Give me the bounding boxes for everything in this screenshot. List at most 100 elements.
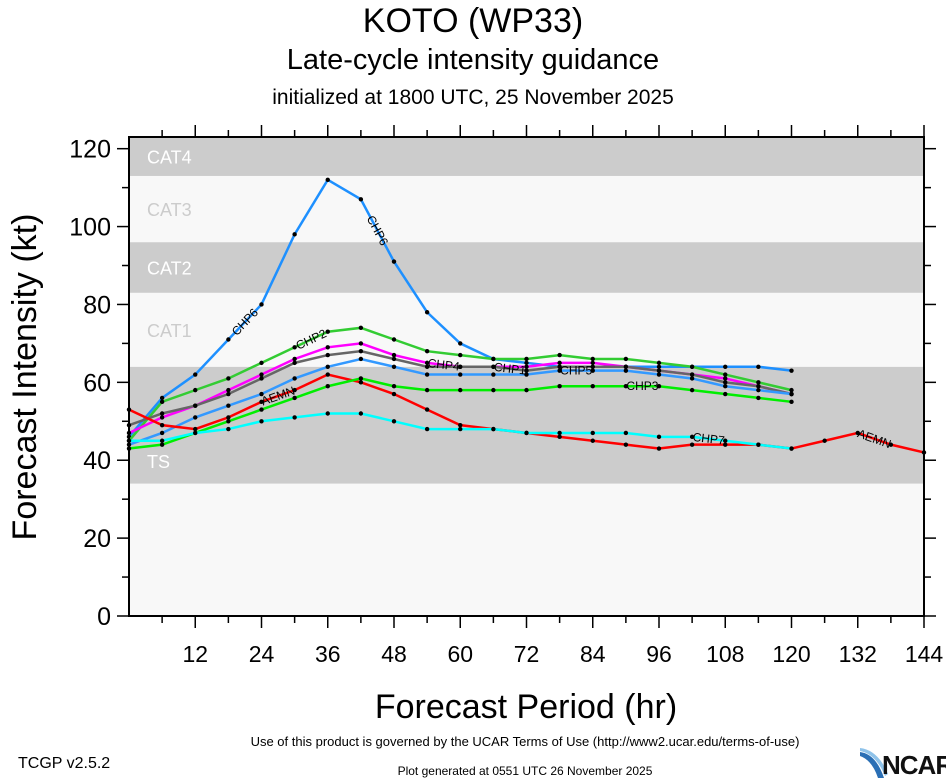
data-point-chp2 bbox=[358, 325, 364, 331]
band-label-ts: TS bbox=[147, 452, 170, 472]
init-time: initialized at 1800 UTC, 25 November 202… bbox=[272, 86, 674, 109]
data-point-chp7 bbox=[325, 411, 330, 416]
data-point-chp6 bbox=[325, 177, 330, 183]
y-tick-label: 40 bbox=[83, 447, 111, 475]
data-point-chp1 bbox=[325, 352, 330, 358]
terms-of-use: Use of this product is governed by the U… bbox=[250, 734, 800, 749]
data-point-chp3 bbox=[226, 419, 231, 424]
ncar-logo: NCAR bbox=[858, 748, 946, 780]
data-point-chp5 bbox=[391, 364, 397, 369]
data-point-chp4 bbox=[391, 352, 397, 358]
x-tick-label: 144 bbox=[905, 641, 944, 667]
data-point-chp1 bbox=[193, 403, 198, 408]
data-point-aemn bbox=[557, 434, 562, 440]
data-point-aemn bbox=[689, 442, 695, 447]
data-point-chp3 bbox=[524, 387, 529, 393]
data-point-chp6 bbox=[424, 310, 430, 315]
x-tick-label: 108 bbox=[706, 641, 744, 667]
data-point-aemn bbox=[888, 442, 894, 447]
data-point-chp5 bbox=[524, 372, 529, 377]
data-point-chp2 bbox=[226, 376, 231, 381]
data-point-chp2 bbox=[193, 387, 198, 393]
data-point-aemn bbox=[193, 426, 198, 432]
data-point-chp4 bbox=[226, 387, 231, 393]
y-tick-label: 0 bbox=[97, 603, 111, 631]
data-point-chp3 bbox=[358, 376, 364, 381]
x-tick-label: 24 bbox=[249, 641, 275, 667]
band-cat2 bbox=[129, 242, 924, 293]
data-point-chp7 bbox=[524, 430, 529, 436]
data-point-chp6 bbox=[391, 259, 397, 264]
data-point-aemn bbox=[855, 430, 860, 436]
data-point-chp6 bbox=[789, 368, 794, 373]
data-point-chp5 bbox=[259, 391, 264, 397]
data-point-chp1 bbox=[590, 364, 595, 369]
data-point-chp7 bbox=[458, 426, 463, 432]
data-point-chp1 bbox=[689, 372, 695, 377]
x-tick-label: 96 bbox=[646, 641, 672, 667]
data-point-chp4 bbox=[590, 360, 595, 366]
y-tick-label: 120 bbox=[69, 136, 111, 164]
data-point-chp5 bbox=[789, 391, 794, 397]
chart-subtitle: Late-cycle intensity guidance bbox=[286, 44, 660, 76]
data-point-chp7 bbox=[656, 434, 662, 440]
version-label: TCGP v2.5.2 bbox=[18, 755, 111, 772]
data-point-aemn bbox=[822, 438, 827, 443]
y-tick-label: 20 bbox=[83, 525, 111, 553]
data-point-chp4 bbox=[159, 415, 165, 420]
x-tick-label: 48 bbox=[381, 641, 407, 667]
data-point-chp2 bbox=[789, 387, 794, 393]
band-label-cat2: CAT2 bbox=[147, 258, 192, 278]
data-point-chp2 bbox=[524, 356, 529, 362]
data-point-aemn bbox=[590, 438, 595, 443]
data-point-chp7 bbox=[424, 426, 430, 432]
data-point-chp7 bbox=[292, 415, 297, 420]
data-point-chp5 bbox=[656, 372, 662, 377]
data-point-chp6 bbox=[292, 232, 297, 237]
data-point-chp6 bbox=[259, 302, 264, 307]
data-point-chp6 bbox=[458, 341, 463, 346]
x-tick-label: 132 bbox=[839, 641, 877, 667]
data-point-chp1 bbox=[491, 364, 496, 369]
data-point-chp5 bbox=[226, 403, 231, 408]
data-point-chp3 bbox=[159, 442, 165, 447]
x-tick-label: 60 bbox=[447, 641, 473, 667]
x-axis-label: Forecast Period (hr) bbox=[375, 688, 677, 726]
series-label-chp4: CHP4 bbox=[427, 356, 461, 374]
data-point-chp7 bbox=[193, 430, 198, 436]
data-point-chp2 bbox=[590, 356, 595, 362]
data-point-chp7 bbox=[689, 434, 695, 440]
data-point-chp7 bbox=[391, 419, 397, 424]
data-point-chp5 bbox=[292, 376, 297, 381]
generated-time: Plot generated at 0551 UTC 26 November 2… bbox=[397, 764, 653, 778]
data-point-aemn bbox=[325, 372, 330, 377]
band-label-cat3: CAT3 bbox=[147, 200, 192, 220]
data-point-chp7 bbox=[358, 411, 364, 416]
data-point-chp7 bbox=[756, 442, 761, 447]
data-point-chp5 bbox=[557, 368, 562, 373]
y-tick-label: 60 bbox=[83, 369, 111, 397]
data-point-chp7 bbox=[723, 438, 728, 443]
data-point-chp1 bbox=[159, 411, 165, 416]
data-point-chp3 bbox=[557, 384, 562, 389]
data-point-chp7 bbox=[623, 430, 629, 436]
band-label-cat4: CAT4 bbox=[147, 147, 192, 167]
data-point-chp4 bbox=[524, 364, 529, 369]
data-point-chp1 bbox=[723, 380, 728, 385]
data-point-chp3 bbox=[424, 387, 430, 393]
band-cat1 bbox=[129, 292, 924, 367]
series-label-chp7: CHP7 bbox=[692, 430, 726, 448]
data-point-chp3 bbox=[458, 387, 463, 393]
band-ts bbox=[129, 366, 924, 484]
data-point-aemn bbox=[656, 446, 662, 451]
data-point-chp4 bbox=[723, 376, 728, 381]
data-point-chp3 bbox=[689, 387, 695, 393]
ncar-logo-text: NCAR bbox=[882, 750, 946, 780]
data-point-chp3 bbox=[259, 407, 264, 412]
data-point-chp1 bbox=[557, 364, 562, 369]
data-point-chp7 bbox=[159, 438, 165, 443]
data-point-chp2 bbox=[723, 372, 728, 377]
data-point-chp1 bbox=[756, 384, 761, 389]
data-point-chp5 bbox=[458, 372, 463, 377]
